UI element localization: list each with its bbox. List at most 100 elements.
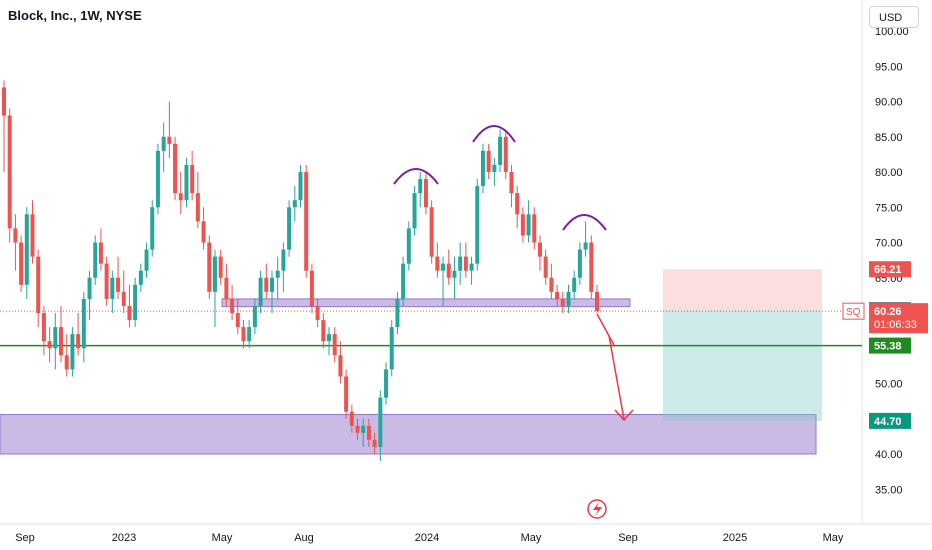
candle-body [201,221,206,243]
candle-body [321,320,326,342]
candle-body [41,313,46,342]
candle-body [458,256,463,271]
candle-body [469,263,474,271]
candle-body [138,270,143,285]
candle-body [555,291,560,299]
x-tick-label: 2024 [415,532,439,544]
candle-body [355,425,360,433]
candle-body [76,334,81,349]
candle-body [218,256,223,278]
candle-body [104,263,109,299]
symbol-tag: SQ [846,307,861,318]
candle-body [47,341,52,349]
candle-body [36,256,41,313]
candle-body [269,277,274,292]
candle-body [395,298,400,328]
candle-body [566,291,571,306]
candle-body [492,164,497,172]
candle-body [304,172,309,271]
candle-body [509,172,514,194]
candle-body [595,291,599,312]
candle-body [2,87,6,116]
candle-body [560,298,565,306]
candle-body [195,193,200,222]
candle-body [87,277,92,299]
candle-body [537,242,542,257]
candle-body [441,263,446,271]
y-tick-label: 70.00 [875,238,903,250]
candle-body [429,207,434,257]
pattern-arc [562,214,607,231]
candle-body [480,150,485,187]
candle-body [241,327,246,342]
candle-body [384,369,389,398]
candle-body [292,200,297,208]
y-tick-label: 80.00 [875,167,903,179]
x-tick-label: Sep [618,532,638,544]
candle-body [332,334,337,356]
candle-body [64,355,69,370]
candle-body [167,136,172,144]
candle-body [178,193,183,201]
candle-body [30,214,35,257]
candle-body [150,207,155,250]
candle-body [389,327,394,370]
candle-body [13,228,18,243]
candle-body [577,249,582,278]
candle-body [498,136,503,165]
x-tick-label: May [212,532,233,544]
candle-body [338,355,343,377]
y-tick-label: 90.00 [875,97,903,109]
support-price-label-bg [869,337,911,354]
candle-body [264,277,269,292]
candle-body [486,150,491,172]
candle-body [224,277,229,299]
candle-body [309,270,314,306]
candle-body [543,256,548,278]
candle-body [503,136,508,172]
last-price-badge [869,303,928,334]
candle-body [7,115,12,229]
candle-body [583,242,588,250]
stop-price-label-bg [869,261,911,278]
y-tick-label: 85.00 [875,132,903,144]
candle-body [463,256,468,271]
candle-body [412,193,417,229]
y-tick-label: 50.00 [875,379,903,391]
projection-arrow [596,313,625,420]
y-tick-label: 35.00 [875,484,903,496]
pattern-arc [393,168,439,185]
x-tick-label: May [521,532,542,544]
neckline-zone [221,298,631,308]
candle-body [230,298,235,313]
candle-body [418,179,423,194]
candle-body [515,193,520,215]
candle-body [258,277,263,306]
candle-body [155,150,160,208]
candle-body [327,334,332,342]
last-price-label: 60.26 [874,306,902,318]
candle-body [572,277,577,292]
candle-body [144,249,149,271]
currency-selector[interactable]: USD [869,6,919,28]
candle-body [19,242,24,285]
demand-zone [0,414,817,455]
target-price-label: 44.70 [874,416,902,428]
candle-body [110,277,115,299]
candle-body [287,207,292,250]
candle-body [372,439,377,447]
countdown-label: 01:06:33 [874,319,917,331]
candle-body [173,143,178,194]
candle-body [366,425,371,440]
candle-body [235,313,240,328]
candle-body [53,327,58,349]
candle-body [93,242,98,278]
stop-price-label: 66.21 [874,264,902,276]
take-profit-box [663,310,822,421]
candle-body [589,242,594,292]
y-tick-label: 40.00 [875,449,903,461]
candle-body [281,249,286,271]
candle-body [315,305,320,321]
candle-body [212,256,217,292]
